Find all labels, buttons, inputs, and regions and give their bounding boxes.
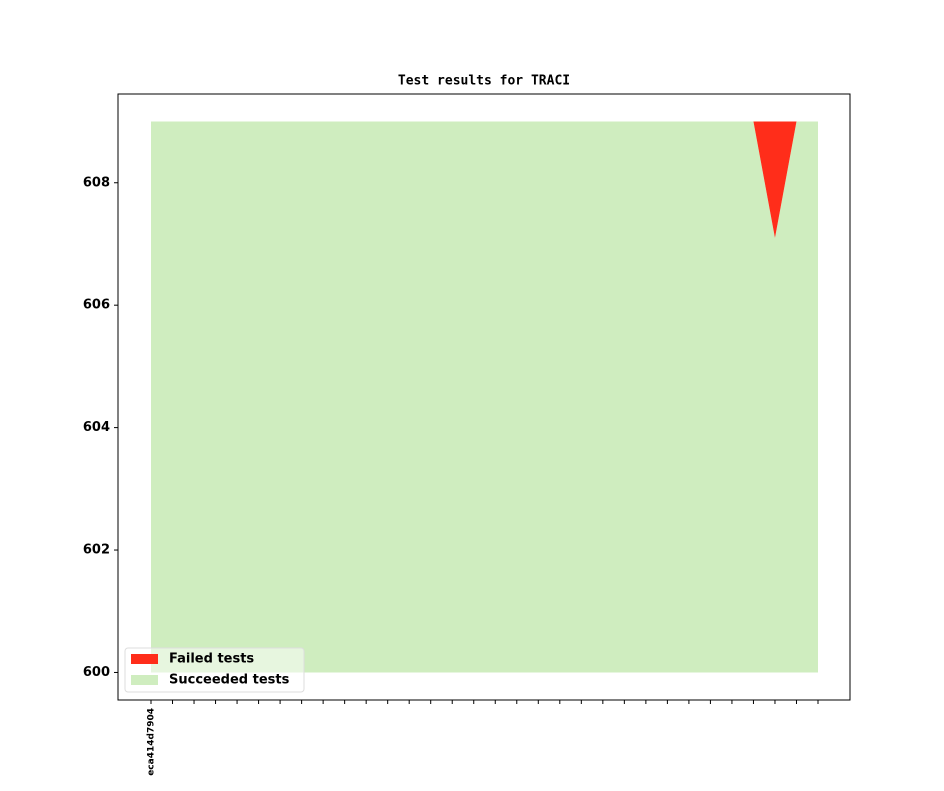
chart-title: Test results for TRACI: [398, 74, 570, 89]
legend-swatch: [131, 675, 158, 685]
area: [151, 121, 818, 673]
legend-label: Succeeded tests: [169, 673, 290, 688]
y-tick-label: 608: [83, 175, 110, 190]
x-tick-label: eca414d7904: [147, 708, 157, 776]
y-tick-label: 600: [83, 665, 110, 680]
plot-area: [151, 121, 818, 673]
legend-box: [124, 647, 305, 693]
axes-frame: [117, 93, 851, 701]
y-tick-label: 602: [83, 543, 110, 558]
legend-label: Failed tests: [169, 652, 254, 667]
legend-swatch: [131, 654, 158, 664]
y-tick-label: 604: [83, 420, 110, 435]
y-tick-label: 606: [83, 298, 110, 313]
legend: Failed tests Succeeded tests: [124, 647, 305, 693]
